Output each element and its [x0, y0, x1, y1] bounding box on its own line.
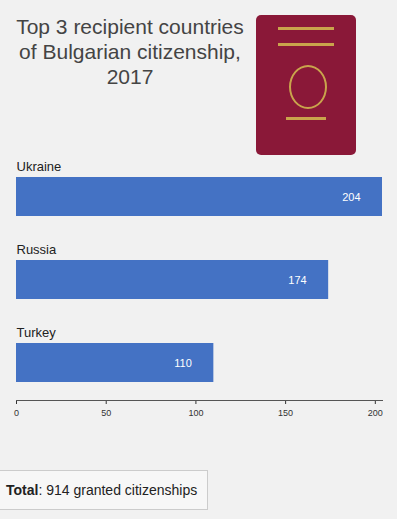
- svg-text:0: 0: [14, 408, 19, 418]
- svg-text:200: 200: [368, 408, 383, 418]
- svg-text:Ukraine: Ukraine: [17, 160, 62, 174]
- svg-text:100: 100: [188, 408, 203, 418]
- svg-text:Turkey: Turkey: [17, 325, 57, 340]
- html-text:Total: 914 granted citizenship: Total: 914 granted citizenships: [6, 482, 198, 498]
- svg-text:174: 174: [288, 274, 306, 286]
- html-text:Top 3 recipient countries of B: Top 3 recipient countries of Bulgarian c…: [16, 15, 244, 88]
- svg-text:50: 50: [101, 408, 111, 418]
- svg-text:Russia: Russia: [17, 242, 58, 257]
- svg-text:204: 204: [342, 191, 360, 203]
- svg-text:110: 110: [174, 357, 192, 369]
- svg-text:150: 150: [278, 408, 293, 418]
